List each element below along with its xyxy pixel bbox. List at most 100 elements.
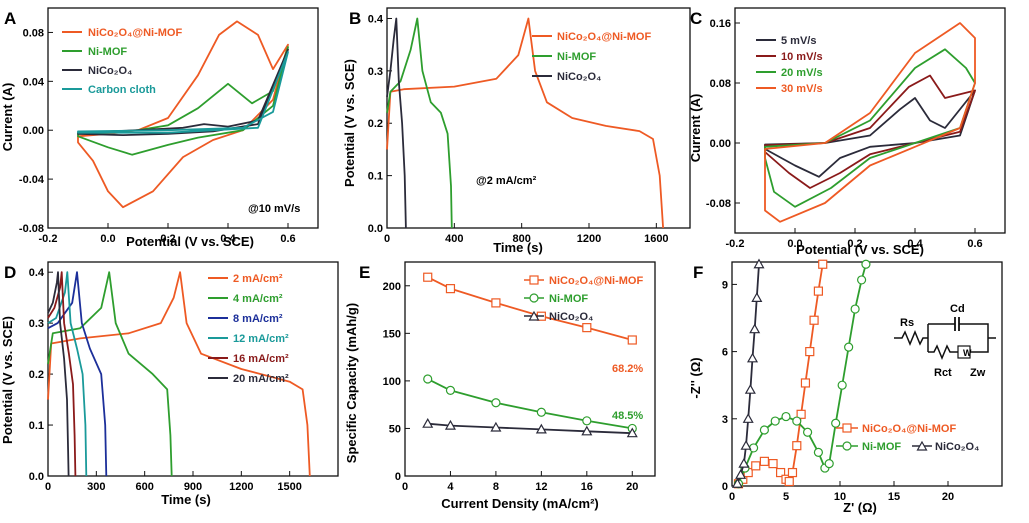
circuit-label-zw: Zw bbox=[970, 367, 986, 379]
y-tick-label: 0.2 bbox=[368, 118, 383, 130]
panel-f: F 0 5 10 15 20 0 3 6 9 Z' (Ω) -Z'' (Ω) W Rs Cd R… bbox=[688, 258, 1003, 515]
series-nico2o4-point bbox=[581, 425, 593, 436]
legend-label: NiCo₂O₄@Ni-MOF bbox=[557, 31, 651, 43]
series-nico2o4-ni-mof-point bbox=[423, 272, 433, 282]
legend-label: 30 mV/s bbox=[781, 83, 823, 95]
y-tick-label: 0.1 bbox=[29, 420, 44, 432]
series-nico2o4-point bbox=[749, 323, 761, 334]
series-nico2o4-point bbox=[490, 421, 502, 432]
equivalent-circuit: W Rs Cd Rct Zw bbox=[894, 303, 996, 379]
y-tick-label: 6 bbox=[722, 347, 728, 359]
series-4-ma-cm2-line bbox=[47, 271, 173, 477]
x-tick-label: 0 bbox=[402, 481, 408, 493]
x-tick-label: 15 bbox=[888, 491, 900, 503]
y-tick-label: 0 bbox=[722, 481, 728, 493]
panel-b-xlabel: Time (s) bbox=[493, 240, 543, 255]
series-nico2o4-line bbox=[386, 17, 407, 229]
series-ni-mof-point bbox=[861, 259, 871, 269]
series-nico2o4-point bbox=[746, 352, 759, 363]
series-nico2o4-point bbox=[740, 439, 752, 450]
panel-c-legend: 5 mV/s 10 mV/s 20 mV/s 30 mV/s bbox=[756, 35, 823, 95]
y-tick-label: 0.0 bbox=[368, 223, 383, 235]
plot-frame bbox=[734, 7, 1006, 234]
panel-d-legend: 2 mA/cm² 4 mA/cm² 8 mA/cm² 12 mA/cm² 16 … bbox=[208, 273, 289, 385]
panel-c-xlabel: Potential (V vs. SCE) bbox=[796, 242, 924, 257]
y-tick-label: 0.4 bbox=[29, 267, 45, 279]
y-tick-label: 0.0 bbox=[29, 471, 44, 483]
series-30-mv-s-line bbox=[764, 22, 976, 223]
panel-b: B 0 400 800 1200 1600 0.0 0.1 0.2 0.3 0.4 Time (s… bbox=[342, 7, 691, 255]
panel-f-ylabel: -Z'' (Ω) bbox=[688, 357, 703, 398]
panel-e-ylabel: Specific Capacity (mAh/g) bbox=[344, 303, 359, 463]
legend-label: 2 mA/cm² bbox=[233, 273, 283, 285]
series-nico2o4-ni-mof-point bbox=[813, 286, 824, 296]
y-tick-label: 0.3 bbox=[368, 66, 383, 78]
y-tick-label: 0.2 bbox=[29, 369, 44, 381]
y-tick-label: 0.16 bbox=[710, 18, 731, 30]
panel-f-plot: 0 5 10 15 20 0 3 6 9 bbox=[722, 258, 1003, 503]
resistor-rs-icon bbox=[894, 330, 928, 346]
plot-frame bbox=[47, 7, 319, 229]
plot-frame bbox=[386, 7, 691, 229]
panel-d: D 0 300 600 900 1200 1500 0.0 0.1 0.2 0.3 0.4 Time… bbox=[0, 261, 339, 507]
series-nico2o4-ni-mof-point bbox=[800, 378, 811, 388]
panel-c-ylabel: Current (A) bbox=[688, 94, 703, 163]
legend-marker bbox=[528, 310, 540, 321]
x-tick-label: 20 bbox=[942, 491, 954, 503]
series-16-ma-cm2-line bbox=[47, 271, 77, 477]
plot-frame bbox=[404, 261, 656, 477]
x-tick-label: -0.2 bbox=[39, 233, 58, 245]
circuit-label-rs: Rs bbox=[900, 317, 914, 329]
series-nico2o4-ni-mof-point bbox=[768, 459, 778, 469]
legend-label: 5 mV/s bbox=[781, 35, 816, 47]
series-nico2o4-point bbox=[626, 427, 638, 438]
x-tick-label: 0 bbox=[384, 233, 390, 245]
series-nico2o4-ni-mof-point bbox=[796, 409, 806, 419]
panel-d-xlabel: Time (s) bbox=[161, 492, 211, 507]
panel-a: A -0.2 0.0 0.2 0.4 0.6 -0.08 -0.04 0.00 0.04 0.08… bbox=[0, 7, 319, 249]
y-tick-label: -0.04 bbox=[19, 174, 45, 186]
series-ni-mof-point bbox=[856, 275, 867, 285]
legend-label: 12 mA/cm² bbox=[233, 333, 289, 345]
series-nico2o4-line bbox=[736, 264, 760, 485]
panel-letter-c: C bbox=[690, 9, 702, 28]
panel-d-plot: 0 300 600 900 1200 1500 0.0 0.1 0.2 0.3 0.4 bbox=[29, 261, 339, 493]
series-nico2o4-ni-mof-point bbox=[445, 284, 456, 294]
series-ni-mof-point bbox=[445, 385, 456, 395]
series-ni-mof-point bbox=[824, 459, 834, 469]
panel-c: C -0.2 0.0 0.2 0.4 0.6 -0.08 0.00 0.08 0.16 Pote… bbox=[688, 7, 1006, 257]
series-nico2o4-ni-mof-point bbox=[582, 323, 592, 333]
series-ni-mof-point bbox=[582, 416, 592, 426]
panel-e-xlabel: Current Density (mA/cm²) bbox=[441, 496, 598, 511]
y-tick-label: 50 bbox=[389, 423, 401, 435]
series-2-ma-cm2-line bbox=[47, 271, 311, 477]
x-tick-label: 8 bbox=[493, 481, 499, 493]
legend-label: NiCo₂O₄ bbox=[88, 65, 132, 77]
series-nico2o4-ni-mof-point bbox=[809, 315, 819, 325]
legend-marker bbox=[529, 275, 539, 285]
series-carbon-cloth-line bbox=[77, 51, 289, 134]
panel-d-ylabel: Potential (V vs. SCE) bbox=[0, 316, 15, 444]
x-tick-label: 20 bbox=[626, 481, 638, 493]
series-ni-mof-line bbox=[427, 378, 633, 430]
x-tick-label: 10 bbox=[834, 491, 846, 503]
series-ni-mof-point bbox=[781, 411, 791, 422]
y-tick-label: 9 bbox=[722, 279, 728, 291]
y-tick-label: 0.04 bbox=[23, 76, 45, 88]
series-ni-mof-point bbox=[802, 427, 813, 437]
panel-a-annotation: @10 mV/s bbox=[248, 203, 300, 215]
series-nico2o4-line bbox=[77, 48, 289, 136]
x-tick-label: -0.2 bbox=[726, 238, 745, 250]
circuit-label-cd: Cd bbox=[950, 303, 965, 315]
series-ni-mof-point bbox=[831, 418, 841, 428]
series-nico2o4-line bbox=[427, 422, 633, 435]
x-tick-label: 800 bbox=[512, 233, 530, 245]
legend-label: 20 mA/cm² bbox=[233, 373, 289, 385]
x-tick-label: 900 bbox=[184, 481, 202, 493]
legend-label: Ni-MOF bbox=[549, 293, 588, 305]
series-nico2o4-point bbox=[731, 478, 743, 488]
legend-label: NiCo₂O₄@Ni-MOF bbox=[549, 275, 643, 287]
series-nico2o4-ni-mof-point bbox=[751, 461, 761, 471]
